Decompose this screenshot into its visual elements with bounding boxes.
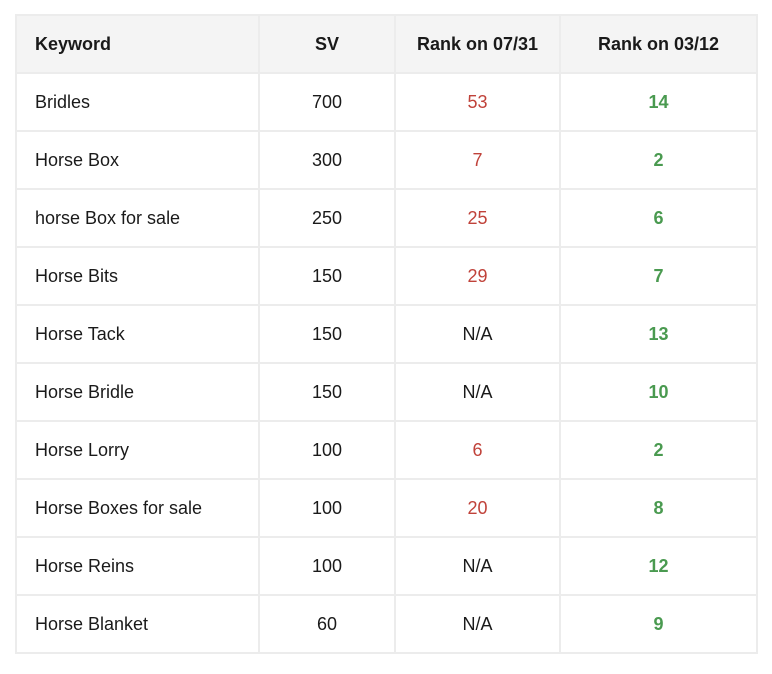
table-row: Horse Bits 150 29 7 bbox=[15, 246, 758, 306]
table-row: Horse Reins 100 N/A 12 bbox=[15, 536, 758, 596]
sv-cell: 250 bbox=[258, 188, 396, 248]
table-body: Bridles 700 53 14 Horse Box 300 7 2 horse Box fo… bbox=[15, 72, 758, 654]
keyword-rank-table: Keyword SV Rank on 07/31 Rank on 03/12 B… bbox=[15, 14, 758, 654]
table-row: Horse Lorry 100 6 2 bbox=[15, 420, 758, 480]
table-row: Horse Tack 150 N/A 13 bbox=[15, 304, 758, 364]
table-row: Horse Bridle 150 N/A 10 bbox=[15, 362, 758, 422]
sv-cell: 100 bbox=[258, 420, 396, 480]
header-keyword: Keyword bbox=[15, 14, 260, 74]
header-sv: SV bbox=[258, 14, 396, 74]
rank-old-cell: N/A bbox=[394, 536, 561, 596]
rank-old-cell: 7 bbox=[394, 130, 561, 190]
sv-cell: 150 bbox=[258, 362, 396, 422]
table-row: Bridles 700 53 14 bbox=[15, 72, 758, 132]
rank-new-cell: 10 bbox=[559, 362, 758, 422]
sv-cell: 100 bbox=[258, 478, 396, 538]
sv-cell: 100 bbox=[258, 536, 396, 596]
keyword-rank-table-container: Keyword SV Rank on 07/31 Rank on 03/12 B… bbox=[15, 14, 758, 656]
table-header: Keyword SV Rank on 07/31 Rank on 03/12 bbox=[15, 14, 758, 74]
keyword-cell: Horse Bridle bbox=[15, 362, 260, 422]
table-row: Horse Blanket 60 N/A 9 bbox=[15, 594, 758, 654]
rank-new-cell: 14 bbox=[559, 72, 758, 132]
rank-old-cell: 6 bbox=[394, 420, 561, 480]
rank-old-cell: 25 bbox=[394, 188, 561, 248]
rank-old-cell: 29 bbox=[394, 246, 561, 306]
header-row: Keyword SV Rank on 07/31 Rank on 03/12 bbox=[15, 14, 758, 74]
sv-cell: 700 bbox=[258, 72, 396, 132]
rank-new-cell: 6 bbox=[559, 188, 758, 248]
keyword-cell: Horse Tack bbox=[15, 304, 260, 364]
header-rank-old: Rank on 07/31 bbox=[394, 14, 561, 74]
rank-old-cell: 53 bbox=[394, 72, 561, 132]
keyword-cell: Horse Bits bbox=[15, 246, 260, 306]
table-row: Horse Boxes for sale 100 20 8 bbox=[15, 478, 758, 538]
keyword-cell: Horse Blanket bbox=[15, 594, 260, 654]
header-rank-new: Rank on 03/12 bbox=[559, 14, 758, 74]
keyword-cell: Horse Lorry bbox=[15, 420, 260, 480]
keyword-cell: Horse Reins bbox=[15, 536, 260, 596]
table-row: horse Box for sale 250 25 6 bbox=[15, 188, 758, 248]
rank-new-cell: 2 bbox=[559, 420, 758, 480]
rank-old-cell: N/A bbox=[394, 362, 561, 422]
rank-new-cell: 12 bbox=[559, 536, 758, 596]
rank-new-cell: 9 bbox=[559, 594, 758, 654]
table-row: Horse Box 300 7 2 bbox=[15, 130, 758, 190]
sv-cell: 300 bbox=[258, 130, 396, 190]
keyword-cell: Horse Box bbox=[15, 130, 260, 190]
sv-cell: 150 bbox=[258, 304, 396, 364]
sv-cell: 60 bbox=[258, 594, 396, 654]
keyword-cell: Horse Boxes for sale bbox=[15, 478, 260, 538]
rank-new-cell: 13 bbox=[559, 304, 758, 364]
rank-old-cell: N/A bbox=[394, 304, 561, 364]
keyword-cell: Bridles bbox=[15, 72, 260, 132]
rank-old-cell: 20 bbox=[394, 478, 561, 538]
sv-cell: 150 bbox=[258, 246, 396, 306]
rank-old-cell: N/A bbox=[394, 594, 561, 654]
rank-new-cell: 2 bbox=[559, 130, 758, 190]
rank-new-cell: 8 bbox=[559, 478, 758, 538]
keyword-cell: horse Box for sale bbox=[15, 188, 260, 248]
rank-new-cell: 7 bbox=[559, 246, 758, 306]
